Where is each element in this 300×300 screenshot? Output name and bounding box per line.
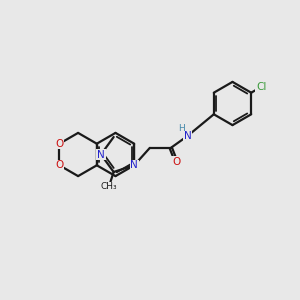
Text: N: N [97, 149, 105, 160]
Text: CH₃: CH₃ [100, 182, 117, 191]
Text: O: O [55, 139, 64, 149]
Text: N: N [184, 131, 191, 141]
Text: H: H [178, 124, 185, 133]
Text: O: O [55, 160, 64, 170]
Text: Cl: Cl [256, 82, 266, 92]
Text: N: N [130, 160, 138, 170]
Text: O: O [172, 157, 180, 167]
